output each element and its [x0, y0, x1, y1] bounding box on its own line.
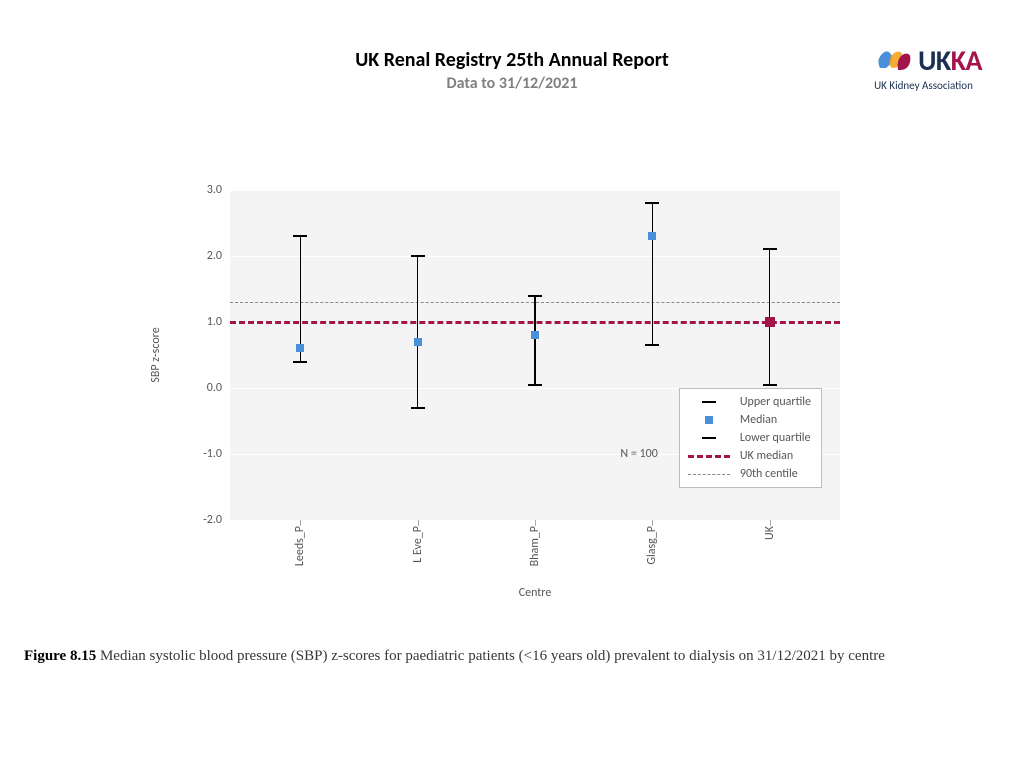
figure-label: Figure 8.15	[24, 648, 96, 664]
legend-symbol	[688, 474, 730, 475]
x-tick-label: Bham_P	[528, 520, 542, 566]
x-tick-label: Glasg_P	[645, 520, 659, 565]
x-tick-label: Leeds_P	[293, 520, 307, 566]
y-tick-label: 0.0	[207, 381, 230, 395]
y-axis-title: SBP z-score	[149, 327, 163, 382]
legend-label: 90th centile	[740, 467, 798, 481]
legend-symbol	[688, 437, 730, 439]
y-tick-label: -2.0	[203, 513, 230, 527]
error-cap	[293, 361, 307, 363]
ukka-logo-subline: UK Kidney Association	[874, 79, 982, 92]
ukka-logo-icon	[874, 46, 914, 76]
legend-symbol	[688, 455, 730, 458]
sbp-zscore-chart: SBP z-score Centre -2.0-1.00.01.02.03.0L…	[200, 190, 840, 520]
report-header: UK Renal Registry 25th Annual Report Dat…	[0, 0, 1024, 93]
x-tick-label: UK	[763, 520, 777, 540]
legend-label: Lower quartile	[740, 431, 811, 445]
error-cap	[528, 384, 542, 386]
error-cap	[763, 248, 777, 250]
error-cap	[293, 235, 307, 237]
ukka-logo-text: UKKA	[918, 47, 982, 75]
figure-text: Median systolic blood pressure (SBP) z-s…	[96, 648, 885, 664]
error-bar	[417, 256, 419, 408]
gridline	[230, 256, 840, 257]
legend-item: Upper quartile	[688, 393, 811, 411]
median-marker	[414, 338, 422, 346]
x-axis-title: Centre	[519, 586, 552, 600]
sample-size-note: N = 100	[620, 447, 657, 461]
plot-area: Centre -2.0-1.00.01.02.03.0Leeds_PL Eve_…	[230, 190, 840, 520]
legend-item: 90th centile	[688, 465, 811, 483]
error-cap	[411, 407, 425, 409]
figure-caption: Figure 8.15 Median systolic blood pressu…	[24, 646, 1000, 666]
y-tick-label: 2.0	[207, 249, 230, 263]
report-subtitle: Data to 31/12/2021	[0, 74, 1024, 93]
error-cap	[528, 295, 542, 297]
error-cap	[763, 384, 777, 386]
gridline	[230, 190, 840, 191]
legend-item: Median	[688, 411, 811, 429]
error-bar	[652, 203, 654, 345]
median-marker	[531, 331, 539, 339]
median-marker	[765, 317, 775, 327]
legend-symbol	[688, 401, 730, 403]
median-marker	[648, 232, 656, 240]
median-marker	[296, 344, 304, 352]
legend-label: Upper quartile	[740, 395, 811, 409]
report-title: UK Renal Registry 25th Annual Report	[0, 48, 1024, 72]
legend-item: Lower quartile	[688, 429, 811, 447]
ukka-logo: UKKA UK Kidney Association	[874, 46, 982, 92]
chart-legend: Upper quartile Median Lower quartile UK med…	[679, 388, 822, 488]
x-tick-label: L Eve_P	[411, 520, 425, 563]
legend-label: Median	[740, 413, 777, 427]
error-cap	[645, 202, 659, 204]
error-bar	[534, 296, 536, 385]
legend-label: UK median	[740, 449, 793, 463]
legend-symbol	[688, 416, 730, 424]
y-tick-label: -1.0	[203, 447, 230, 461]
error-cap	[411, 255, 425, 257]
error-cap	[645, 344, 659, 346]
y-tick-label: 1.0	[207, 315, 230, 329]
legend-item: UK median	[688, 447, 811, 465]
error-bar	[300, 236, 302, 361]
y-tick-label: 3.0	[207, 183, 230, 197]
